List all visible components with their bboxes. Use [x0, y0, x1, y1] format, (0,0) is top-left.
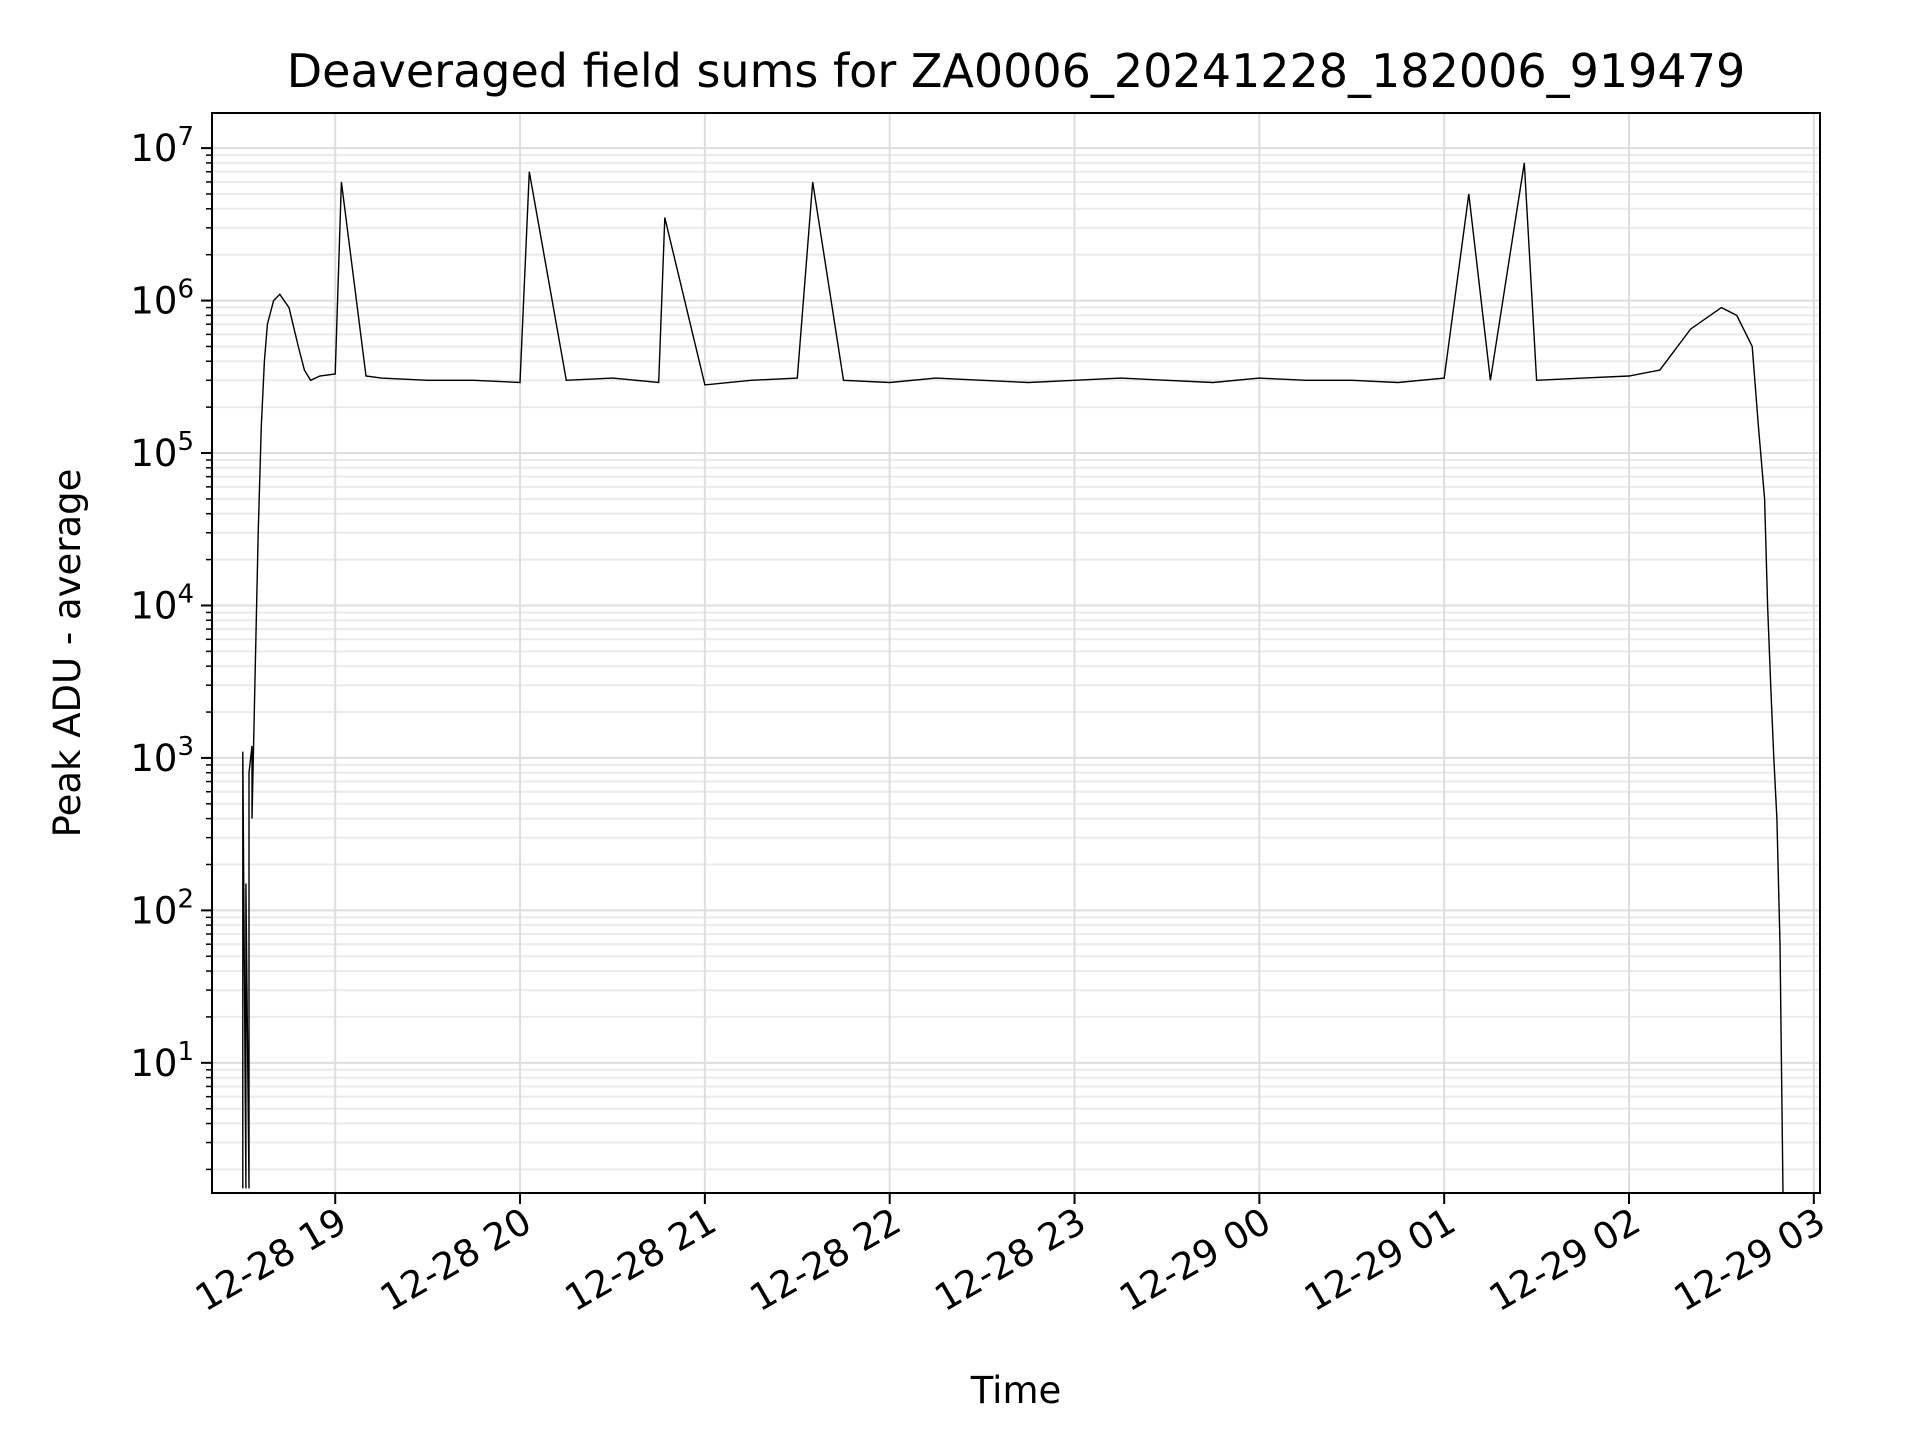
chart-title: Deaveraged field sums for ZA0006_2024122… [287, 44, 1746, 98]
y-axis-ticks: 101 102 103 104 105 106 107 [130, 122, 212, 1171]
plot-frame [211, 112, 1821, 1194]
y-tick-label: 106 [130, 275, 194, 323]
x-tick-label: 12-28 19 [188, 1200, 354, 1320]
y-tick-label: 104 [130, 579, 194, 627]
x-tick-label: 12-29 01 [1297, 1200, 1463, 1320]
minor-grid [212, 154, 1820, 1171]
x-tick-label: 12-28 23 [927, 1200, 1093, 1320]
y-tick-label: 101 [130, 1037, 194, 1085]
data-series-line [242, 162, 1784, 1194]
x-tick-label: 12-28 22 [743, 1200, 909, 1320]
x-tick-label: 12-29 02 [1482, 1200, 1648, 1320]
x-tick-label: 12-29 00 [1112, 1200, 1278, 1320]
x-axis-label: Time [970, 1369, 1062, 1412]
x-axis-ticks: 12-28 19 12-28 20 12-28 21 12-28 22 12-28 23… [188, 1193, 1832, 1320]
x-tick-label: 12-29 03 [1667, 1200, 1833, 1320]
x-tick-label: 12-28 21 [558, 1200, 724, 1320]
y-tick-label: 103 [130, 732, 194, 780]
y-axis-label: Peak ADU - average [46, 469, 89, 838]
y-tick-label: 105 [130, 427, 194, 475]
major-grid [212, 113, 1820, 1193]
y-tick-label: 102 [130, 884, 194, 932]
y-tick-label: 107 [130, 122, 194, 170]
x-tick-label: 12-28 20 [373, 1200, 539, 1320]
